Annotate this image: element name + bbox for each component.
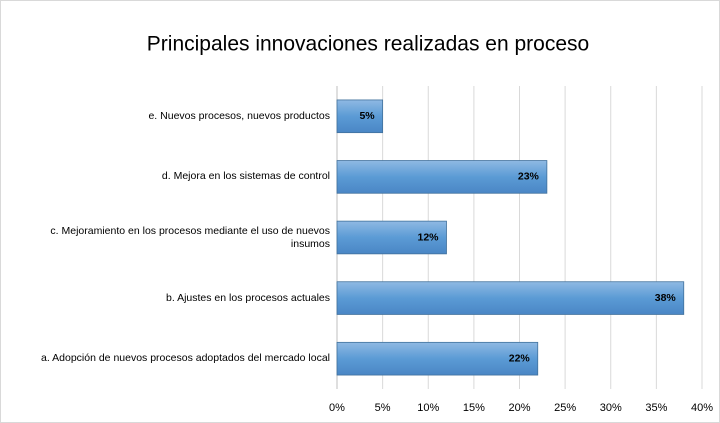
y-tick-label: c. Mejoramiento en los procesos mediante… [50, 224, 330, 250]
x-tick-label: 30% [600, 402, 622, 414]
x-tick-label: 25% [554, 402, 576, 414]
bar [336, 99, 384, 134]
x-tick-label: 35% [645, 402, 667, 414]
chart-title: Principales innovaciones realizadas en p… [147, 33, 589, 56]
y-tick-label: a. Adopción de nuevos procesos adoptados… [41, 352, 330, 365]
x-tick-label: 40% [691, 402, 713, 414]
y-tick-label: e. Nuevos procesos, nuevos productos [148, 109, 330, 122]
bar [336, 281, 685, 315]
bar [336, 160, 548, 194]
data-label: 5% [359, 110, 375, 122]
bar [336, 341, 539, 376]
x-tick-label: 10% [417, 402, 439, 414]
data-label: 23% [518, 171, 540, 183]
y-tick-label: d. Mejora en los sistemas de control [161, 170, 330, 183]
x-tick-label: 20% [508, 402, 530, 414]
data-label: 38% [655, 292, 677, 304]
y-tick-label: b. Ajustes en los procesos actuales [165, 291, 330, 304]
data-label: 22% [509, 352, 531, 364]
data-label: 12% [417, 231, 439, 243]
bar [336, 220, 447, 255]
x-tick-label: 0% [329, 402, 345, 414]
x-tick-label: 15% [463, 402, 485, 414]
x-tick-label: 5% [375, 402, 391, 414]
